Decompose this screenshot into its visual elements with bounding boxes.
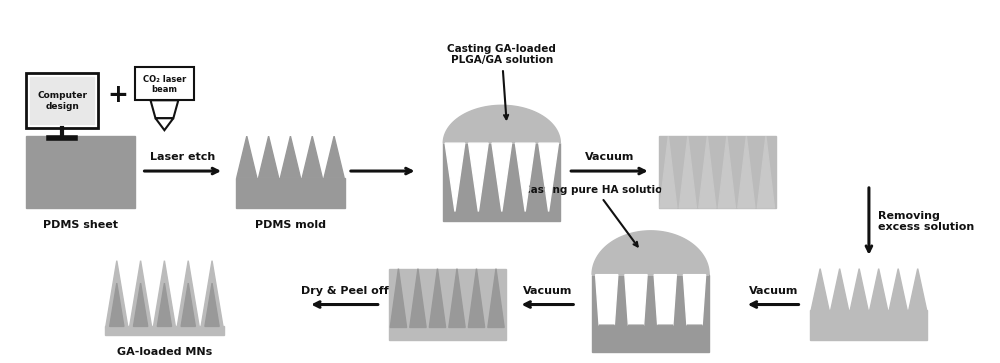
Polygon shape bbox=[259, 136, 279, 178]
Polygon shape bbox=[596, 275, 618, 325]
Polygon shape bbox=[492, 143, 512, 212]
Polygon shape bbox=[181, 283, 195, 326]
Polygon shape bbox=[151, 100, 178, 118]
Polygon shape bbox=[625, 275, 647, 325]
Polygon shape bbox=[324, 136, 344, 178]
Polygon shape bbox=[811, 269, 829, 310]
Polygon shape bbox=[850, 269, 868, 310]
Text: Casting GA-loaded
PLGA/GA solution: Casting GA-loaded PLGA/GA solution bbox=[447, 44, 556, 119]
Text: Vacuum: Vacuum bbox=[748, 286, 798, 295]
Bar bbox=[30, 77, 94, 124]
Polygon shape bbox=[133, 283, 148, 326]
Text: Dry & Peel off: Dry & Peel off bbox=[301, 286, 388, 295]
Polygon shape bbox=[683, 275, 706, 325]
Text: GA-loaded MNs: GA-loaded MNs bbox=[117, 347, 212, 357]
Polygon shape bbox=[390, 269, 407, 327]
Polygon shape bbox=[488, 269, 504, 327]
Polygon shape bbox=[205, 283, 219, 326]
Polygon shape bbox=[628, 325, 644, 352]
Polygon shape bbox=[909, 269, 927, 310]
Polygon shape bbox=[449, 269, 465, 327]
Polygon shape bbox=[831, 269, 849, 310]
Polygon shape bbox=[302, 136, 322, 178]
Polygon shape bbox=[429, 269, 446, 327]
Polygon shape bbox=[738, 136, 755, 208]
Text: Removing
excess solution: Removing excess solution bbox=[878, 211, 974, 232]
Polygon shape bbox=[106, 261, 128, 326]
Polygon shape bbox=[201, 261, 223, 326]
Polygon shape bbox=[658, 325, 673, 352]
Text: PDMS sheet: PDMS sheet bbox=[43, 220, 118, 230]
Polygon shape bbox=[445, 143, 465, 212]
Polygon shape bbox=[699, 136, 716, 208]
Polygon shape bbox=[469, 143, 488, 212]
Polygon shape bbox=[110, 283, 124, 326]
Polygon shape bbox=[177, 261, 199, 326]
Text: CO₂ laser
beam: CO₂ laser beam bbox=[143, 75, 186, 94]
Text: Computer
design: Computer design bbox=[37, 91, 87, 110]
Polygon shape bbox=[130, 261, 152, 326]
Bar bbox=[659, 136, 776, 208]
Polygon shape bbox=[660, 136, 677, 208]
Polygon shape bbox=[592, 231, 709, 275]
Polygon shape bbox=[599, 325, 614, 352]
Polygon shape bbox=[870, 269, 888, 310]
Polygon shape bbox=[410, 269, 426, 327]
Polygon shape bbox=[718, 136, 735, 208]
Polygon shape bbox=[889, 269, 907, 310]
Text: Laser etch: Laser etch bbox=[150, 152, 215, 162]
Polygon shape bbox=[757, 136, 774, 208]
Text: Casting pure HA solution: Casting pure HA solution bbox=[523, 185, 669, 246]
Bar bbox=[443, 143, 560, 221]
Polygon shape bbox=[515, 143, 535, 212]
FancyBboxPatch shape bbox=[26, 73, 98, 128]
FancyBboxPatch shape bbox=[135, 68, 194, 100]
Bar bbox=[236, 178, 345, 208]
Text: Vacuum: Vacuum bbox=[585, 152, 634, 162]
Bar bbox=[810, 310, 927, 340]
Polygon shape bbox=[237, 136, 257, 178]
Polygon shape bbox=[679, 136, 696, 208]
Polygon shape bbox=[443, 105, 560, 143]
Bar bbox=[26, 136, 135, 208]
Polygon shape bbox=[468, 269, 485, 327]
Bar bbox=[389, 269, 506, 340]
Polygon shape bbox=[155, 118, 173, 130]
Polygon shape bbox=[539, 143, 558, 212]
Polygon shape bbox=[157, 283, 172, 326]
Text: PDMS mold: PDMS mold bbox=[255, 220, 326, 230]
Polygon shape bbox=[280, 136, 300, 178]
Text: Vacuum: Vacuum bbox=[523, 286, 572, 295]
Bar bbox=[105, 326, 224, 335]
Polygon shape bbox=[687, 325, 702, 352]
Polygon shape bbox=[153, 261, 175, 326]
Polygon shape bbox=[654, 275, 676, 325]
Text: +: + bbox=[107, 83, 128, 107]
Bar bbox=[592, 275, 709, 352]
